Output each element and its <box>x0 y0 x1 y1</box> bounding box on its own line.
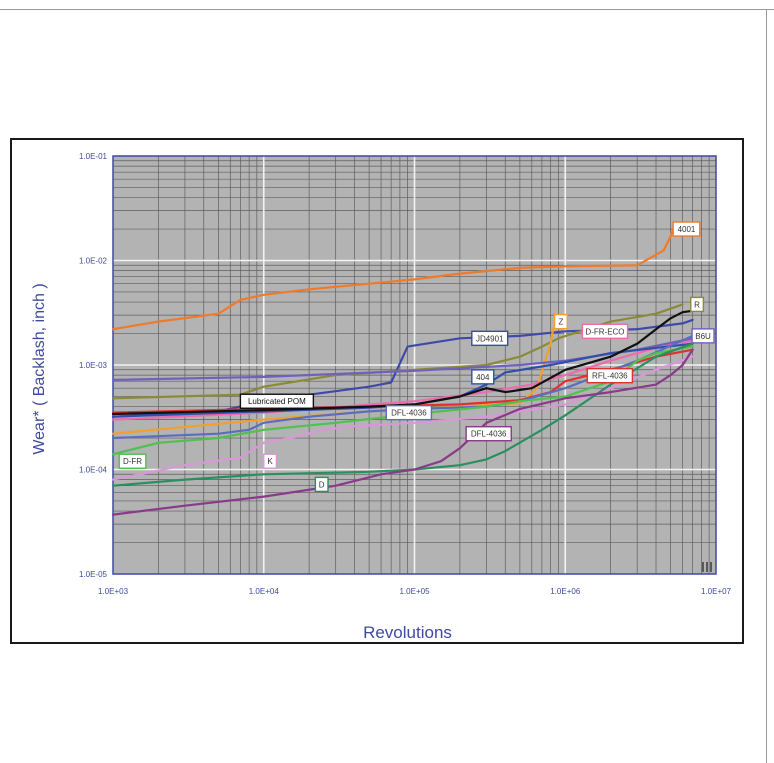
series-label-box <box>471 330 509 347</box>
series-label: 404 <box>476 373 490 382</box>
series-label-box <box>586 367 634 384</box>
series-label-box <box>690 296 705 313</box>
y-tick-label: 1.0E-05 <box>79 570 108 579</box>
y-axis-title: Wear* ( Backlash, inch ) <box>31 283 48 454</box>
series-line-12 <box>111 342 694 487</box>
series-label-box <box>465 426 512 442</box>
series-label-box <box>672 221 701 237</box>
series-label-box <box>314 476 329 493</box>
right-rule <box>766 9 767 763</box>
x-tick-label: 1.0E+04 <box>249 587 280 596</box>
series-label: D <box>319 480 325 489</box>
series-line-8 <box>111 309 694 416</box>
series-label-box <box>385 404 433 421</box>
series-label: Z <box>558 318 563 327</box>
series-label-box <box>581 323 629 340</box>
x-tick-label: 1.0E+06 <box>550 587 581 596</box>
series-label-box <box>239 393 315 409</box>
series-label-box <box>691 328 715 344</box>
series-line-6 <box>111 342 694 418</box>
x-tick-label: 1.0E+03 <box>98 587 129 596</box>
series-label: B6U <box>695 332 711 341</box>
series-line-10 <box>111 345 694 456</box>
y-tick-label: 1.0E-04 <box>79 466 108 475</box>
series-label: DFL-4036 <box>471 430 507 439</box>
series-label: DFL-4036 <box>391 409 427 418</box>
series-label: D-FR-ECO <box>585 327 624 336</box>
series-label-box <box>118 453 147 469</box>
series-label: JD4901 <box>476 334 504 343</box>
series-label-box <box>553 313 568 330</box>
top-rule <box>0 9 774 10</box>
plot-border <box>112 155 717 575</box>
x-axis-title: Revolutions <box>363 623 452 642</box>
y-tick-label: 1.0E-02 <box>79 257 108 266</box>
series-line-3 <box>111 328 555 435</box>
x-tick-label: 1.0E+07 <box>701 587 732 596</box>
series-label: D-FR <box>123 457 142 466</box>
series-line-0 <box>111 227 675 331</box>
series-label: 4001 <box>678 225 696 234</box>
series-label: K <box>267 457 273 466</box>
series-label: RFL-4036 <box>592 372 628 381</box>
series-line-2 <box>111 303 684 400</box>
series-line-11 <box>111 355 694 481</box>
series-label: Lubricated POM <box>248 397 306 406</box>
y-tick-label: 1.0E-01 <box>79 152 108 161</box>
series-label-box <box>471 369 495 385</box>
series-label: R <box>694 300 700 309</box>
x-tick-label: 1.0E+05 <box>399 587 430 596</box>
y-tick-label: 1.0E-03 <box>79 361 108 370</box>
series-label-box <box>263 453 278 469</box>
